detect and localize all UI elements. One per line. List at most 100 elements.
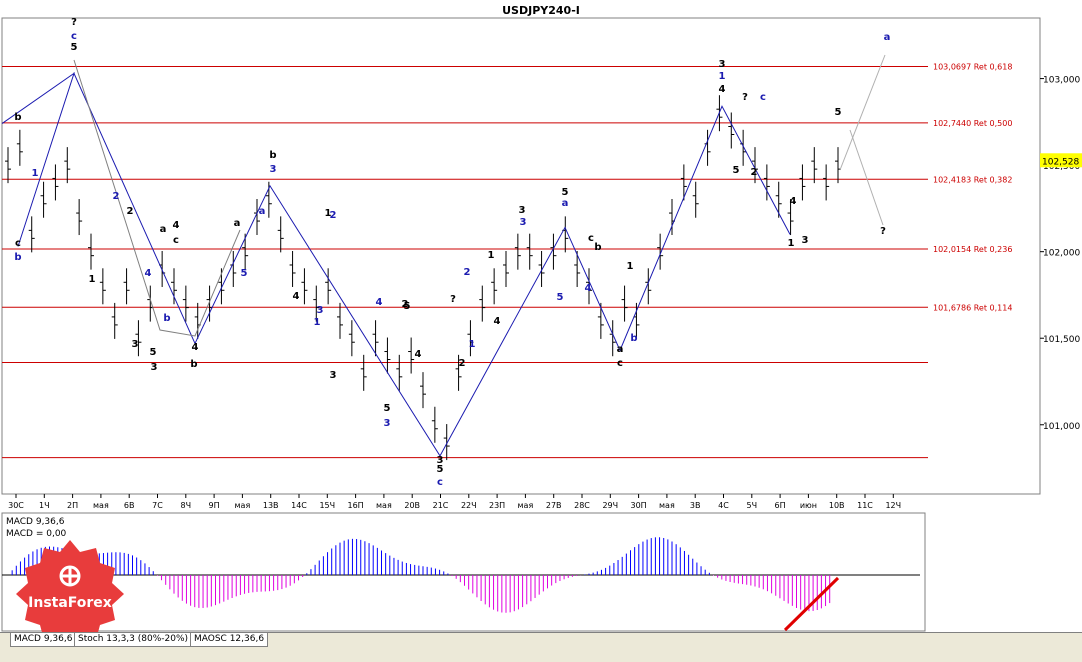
wave-label: ? bbox=[742, 92, 748, 103]
elliott-wave-line bbox=[1, 71, 791, 457]
wave-label: 1 bbox=[325, 208, 332, 219]
wave-label: 1 bbox=[89, 274, 96, 285]
wave-label: 4 bbox=[376, 297, 383, 308]
x-tick-label: мая bbox=[235, 501, 251, 510]
fib-level-label: 102,0154 Ret 0,236 bbox=[933, 245, 1012, 254]
x-tick-label: 4С bbox=[718, 501, 729, 510]
x-tick-label: 6В bbox=[124, 501, 135, 510]
wave-label: 3 bbox=[270, 164, 277, 175]
wave-label: b bbox=[14, 112, 21, 123]
wave-label: 2 bbox=[751, 167, 758, 178]
wave-label: c bbox=[617, 358, 623, 369]
x-tick-label: 3В bbox=[690, 501, 701, 510]
x-tick-label: 9П bbox=[209, 501, 220, 510]
wave-label: 4 bbox=[790, 196, 797, 207]
wave-label: 2 bbox=[464, 267, 471, 278]
wave-label: 3 bbox=[330, 370, 337, 381]
wave-label: c bbox=[760, 92, 766, 103]
wave-label: a bbox=[234, 218, 241, 229]
wave-label: 5 bbox=[404, 301, 411, 312]
tab-maosc[interactable]: MAOSC 12,36,6 bbox=[190, 633, 269, 647]
x-tick-label: 16П bbox=[347, 501, 363, 510]
wave-label: 1 bbox=[488, 250, 495, 261]
wave-label: 5 bbox=[437, 464, 444, 475]
wave-subline bbox=[73, 59, 241, 337]
wave-label: 5 bbox=[557, 292, 564, 303]
x-tick-label: 30С bbox=[8, 501, 24, 510]
x-tick-label: мая bbox=[376, 501, 392, 510]
y-tick-label: 101,500 bbox=[1043, 335, 1080, 345]
tab-stoch[interactable]: Stoch 13,3,3 (80%-20%) bbox=[74, 633, 193, 647]
x-tick-label: 6П bbox=[775, 501, 786, 510]
wave-label: 2 bbox=[113, 191, 120, 202]
wave-label: 5 bbox=[835, 107, 842, 118]
wave-label: 3 bbox=[802, 235, 809, 246]
wave-label: 4 bbox=[585, 283, 592, 294]
y-tick-label: 101,000 bbox=[1043, 422, 1080, 432]
wave-label: a bbox=[617, 344, 624, 355]
x-tick-label: 22Ч bbox=[461, 501, 477, 510]
wave-label: c bbox=[0, 0, 3, 3]
wave-label: 5 bbox=[71, 42, 78, 53]
wave-label: a bbox=[562, 198, 569, 209]
wave-label: 1 bbox=[788, 238, 795, 249]
x-tick-label: 21С bbox=[433, 501, 449, 510]
fib-level-label: 101,6786 Ret 0,114 bbox=[933, 303, 1012, 312]
wave-label: 2 bbox=[127, 206, 134, 217]
forecast-line-down bbox=[849, 129, 884, 226]
wave-label: 2 bbox=[402, 299, 409, 310]
wave-label: 3 bbox=[437, 455, 444, 466]
x-tick-label: мая bbox=[518, 501, 534, 510]
wave-label: c bbox=[15, 238, 21, 249]
indicator-tab-strip: MACD 9,36,6 Stoch 13,3,3 (80%-20%) MAOSC… bbox=[0, 632, 1082, 662]
x-tick-label: 8Ч bbox=[181, 501, 192, 510]
main-plot-frame bbox=[1, 17, 1041, 495]
fib-level-label: 103,0697 Ret 0,618 bbox=[933, 63, 1012, 72]
wave-label: 2 bbox=[459, 358, 466, 369]
wave-label: 1 bbox=[314, 317, 321, 328]
wave-label: ? bbox=[880, 226, 886, 237]
x-tick-label: 11С bbox=[857, 501, 873, 510]
wave-label: 4 bbox=[494, 316, 501, 327]
macd-plot-frame bbox=[1, 512, 926, 632]
x-tick-label: 28С bbox=[574, 501, 590, 510]
wave-label: 3 bbox=[132, 339, 139, 350]
wave-label: ? bbox=[0, 0, 3, 3]
wave-label: 3 bbox=[317, 305, 324, 316]
wave-label: 3 bbox=[520, 217, 527, 228]
x-tick-label: 29Ч bbox=[602, 501, 618, 510]
wave-label: c bbox=[437, 477, 443, 488]
macd-value-label: MACD = 0,00 bbox=[6, 529, 67, 539]
x-tick-label: мая bbox=[659, 501, 675, 510]
wave-label: c bbox=[71, 31, 77, 42]
wave-label: 1 bbox=[469, 339, 476, 350]
logo-text: InstaForex bbox=[28, 595, 112, 611]
x-tick-label: 15Ч bbox=[319, 501, 335, 510]
wave-label: c bbox=[173, 235, 179, 246]
wave-label: a bbox=[259, 206, 266, 217]
instaforex-logo: InstaForex bbox=[12, 538, 128, 650]
wave-label: 1 bbox=[719, 71, 726, 82]
fib-level-label: 102,7440 Ret 0,500 bbox=[933, 119, 1012, 128]
x-tick-label: 12Ч bbox=[885, 501, 901, 510]
wave-label: 3 bbox=[151, 362, 158, 373]
wave-label: b bbox=[190, 359, 197, 370]
wave-label: b bbox=[594, 242, 601, 253]
wave-label: b bbox=[630, 333, 637, 344]
macd-trend-line bbox=[783, 576, 840, 632]
x-tick-label: 30П bbox=[630, 501, 646, 510]
x-tick-label: 14С bbox=[291, 501, 307, 510]
wave-label: b bbox=[0, 0, 4, 3]
wave-label: 4 bbox=[293, 291, 300, 302]
x-tick-label: 13В bbox=[263, 501, 279, 510]
wave-label: 3 bbox=[519, 205, 526, 216]
wave-label: 3 bbox=[384, 418, 391, 429]
wave-label: 5 bbox=[241, 268, 248, 279]
wave-label: 4 bbox=[415, 349, 422, 360]
x-tick-label: 5Ч bbox=[747, 501, 758, 510]
tab-macd[interactable]: MACD 9,36,6 bbox=[10, 633, 77, 647]
wave-label: 5 bbox=[733, 165, 740, 176]
x-tick-label: 1Ч bbox=[39, 501, 50, 510]
wave-label: ? bbox=[71, 17, 77, 28]
